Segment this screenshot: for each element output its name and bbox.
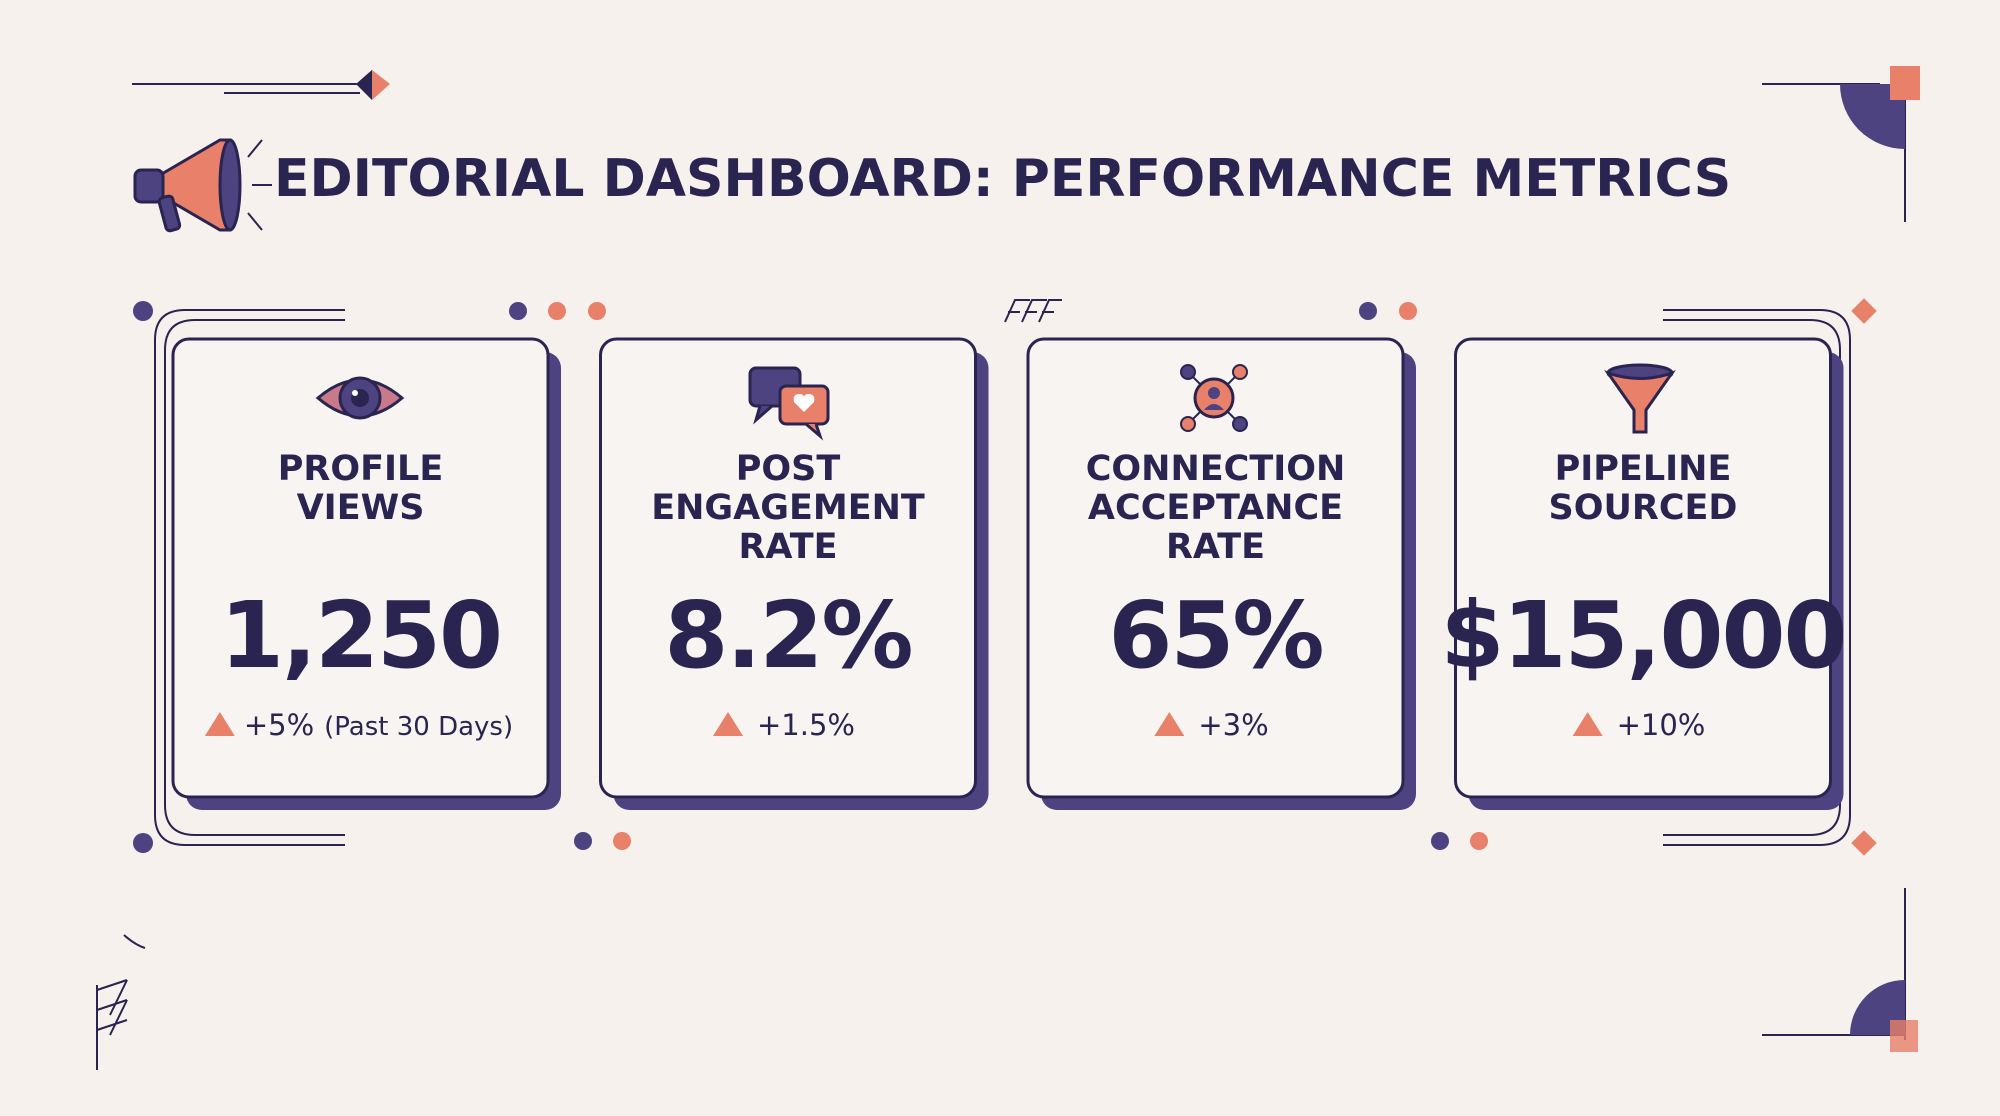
card-label: RATE (738, 527, 837, 567)
card-value: 8.2% (664, 582, 911, 689)
funnel-icon (1604, 363, 1676, 434)
card-change: +5% (Past 30 Days) (244, 708, 513, 742)
card (599, 337, 977, 799)
card-label: PIPELINE (1555, 449, 1732, 489)
ornament-bottom-left (96, 934, 146, 1070)
ornament-bottom-right (1762, 888, 1918, 1052)
eye-icon (315, 376, 405, 420)
card-label: RATE (1166, 527, 1265, 567)
card-label: SOURCED (1549, 488, 1738, 528)
change-value: +10% (1617, 708, 1706, 742)
up-triangle (713, 712, 744, 736)
ornament-top-left (132, 70, 390, 100)
card-change: +10% (1617, 708, 1706, 742)
card-change: +1.5% (757, 708, 855, 742)
up-triangle (1154, 712, 1185, 736)
change-value: +1.5% (757, 708, 855, 742)
page-title: EDITORIAL DASHBOARD: PERFORMANCE METRICS (274, 149, 1731, 209)
change-value: +3% (1198, 708, 1268, 742)
card-value: 65% (1108, 582, 1322, 689)
change-note: (Past 30 Days) (324, 712, 513, 742)
chat-icon (748, 366, 830, 441)
card-label: VIEWS (297, 488, 425, 528)
card-label: POST (736, 449, 841, 489)
megaphone-icon (133, 138, 272, 233)
card-label: ENGAGEMENT (651, 488, 925, 528)
up-triangle (1572, 712, 1603, 736)
ornament-top-right (1762, 66, 1920, 222)
card-change: +3% (1198, 708, 1268, 742)
card-value: $15,000 (1440, 582, 1845, 689)
network-icon (1180, 364, 1248, 432)
card-label: PROFILE (278, 449, 444, 489)
card-label: CONNECTION (1086, 449, 1346, 489)
scribble (1004, 299, 1062, 323)
change-value: +5% (244, 708, 314, 742)
card (171, 337, 550, 799)
card-label: ACCEPTANCE (1088, 488, 1343, 528)
card-value: 1,250 (220, 582, 501, 689)
up-triangle (204, 712, 235, 736)
card (1026, 337, 1405, 799)
card (1454, 337, 1832, 799)
